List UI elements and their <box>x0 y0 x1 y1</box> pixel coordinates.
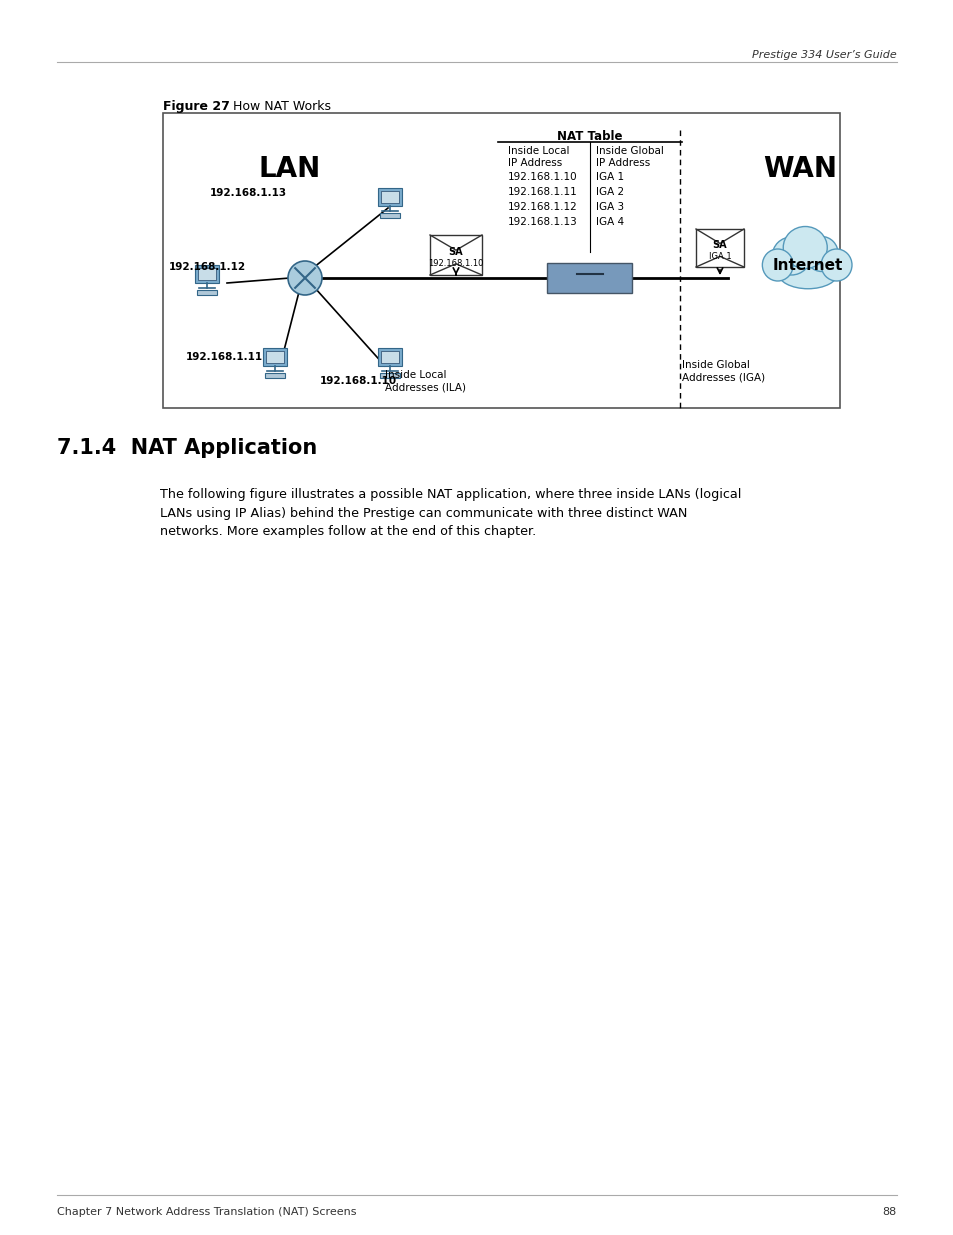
Text: Inside Global
IP Address: Inside Global IP Address <box>596 146 663 168</box>
Ellipse shape <box>804 236 838 272</box>
FancyBboxPatch shape <box>547 263 632 293</box>
Bar <box>263 348 287 366</box>
Bar <box>265 351 284 363</box>
Bar <box>380 351 399 363</box>
Text: 7.1.4  NAT Application: 7.1.4 NAT Application <box>57 438 317 458</box>
Text: How NAT Works: How NAT Works <box>225 100 331 112</box>
Text: 192.168.1.13: 192.168.1.13 <box>210 188 287 198</box>
Text: The following figure illustrates a possible NAT application, where three inside : The following figure illustrates a possi… <box>160 488 740 538</box>
Text: 192.168.1.10: 192.168.1.10 <box>507 172 577 182</box>
Text: 192.168.1.13: 192.168.1.13 <box>507 217 578 227</box>
Ellipse shape <box>771 237 810 275</box>
Text: Figure 27: Figure 27 <box>163 100 230 112</box>
Text: 192.168.1.11: 192.168.1.11 <box>507 186 578 198</box>
Text: 192.168.1.11: 192.168.1.11 <box>186 352 263 362</box>
Text: IGA 2: IGA 2 <box>596 186 623 198</box>
Bar <box>696 228 743 267</box>
Text: Prestige 334 User’s Guide: Prestige 334 User’s Guide <box>752 49 896 61</box>
Text: 192.168.1.12: 192.168.1.12 <box>507 203 578 212</box>
Text: Inside Local
IP Address: Inside Local IP Address <box>507 146 569 168</box>
Ellipse shape <box>777 256 838 289</box>
Bar <box>430 235 481 275</box>
Text: IGA 1: IGA 1 <box>596 172 623 182</box>
Text: IGA 4: IGA 4 <box>596 217 623 227</box>
Text: 192.168.1.12: 192.168.1.12 <box>169 262 246 272</box>
Ellipse shape <box>782 226 826 268</box>
Circle shape <box>288 261 322 295</box>
Text: SA: SA <box>448 247 463 257</box>
Bar <box>380 191 399 203</box>
Bar <box>194 266 219 283</box>
Bar <box>197 290 216 295</box>
Bar <box>379 373 399 378</box>
Text: IGA 1: IGA 1 <box>708 252 731 261</box>
Text: 192.168.1.10: 192.168.1.10 <box>319 375 396 387</box>
Ellipse shape <box>821 249 851 282</box>
Bar <box>163 112 840 408</box>
Text: 192.168.1.10: 192.168.1.10 <box>428 259 483 268</box>
Text: Chapter 7 Network Address Translation (NAT) Screens: Chapter 7 Network Address Translation (N… <box>57 1207 356 1216</box>
Text: Internet: Internet <box>772 258 842 273</box>
Bar <box>197 268 216 280</box>
Text: Inside Global
Addresses (IGA): Inside Global Addresses (IGA) <box>681 359 764 383</box>
Text: NAT Table: NAT Table <box>557 130 622 143</box>
Text: 88: 88 <box>882 1207 896 1216</box>
Text: IGA 3: IGA 3 <box>596 203 623 212</box>
Ellipse shape <box>761 249 792 282</box>
Text: SA: SA <box>712 240 726 249</box>
Bar <box>265 373 285 378</box>
Text: WAN: WAN <box>762 156 836 183</box>
Text: LAN: LAN <box>258 156 321 183</box>
Bar <box>379 212 399 217</box>
Bar <box>377 188 401 205</box>
Text: Inside Local
Addresses (ILA): Inside Local Addresses (ILA) <box>385 370 465 393</box>
Bar <box>377 348 401 366</box>
